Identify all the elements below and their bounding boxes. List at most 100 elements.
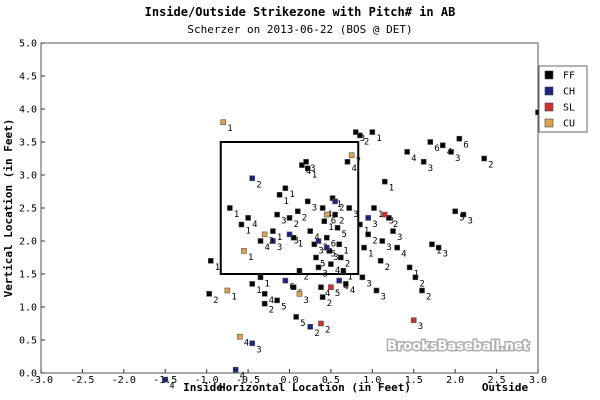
pitch-marker-ff: [448, 149, 454, 155]
pitch-marker-cu: [220, 119, 227, 125]
pitch-number-label: 4: [252, 220, 257, 230]
chart-title: Inside/Outside Strikezone with Pitch# in…: [145, 5, 456, 19]
pitch-number-label: 6: [331, 217, 336, 227]
pitch-marker-sl: [318, 320, 324, 327]
pitch-marker-ff: [270, 228, 276, 234]
y-tick-label: 5.0: [19, 39, 37, 50]
pitch-number-label: 4: [244, 339, 249, 349]
y-tick-label: 0.0: [19, 369, 37, 380]
pitch-number-label: 1: [378, 210, 383, 220]
watermark: BrooksBaseball.net: [387, 339, 529, 354]
pitch-number-label: 3: [310, 164, 315, 174]
pitch-marker-ff: [319, 205, 326, 211]
pitch-number-label: 3: [372, 220, 377, 230]
pitch-number-label: 1: [343, 246, 348, 256]
pitch-marker-ff: [404, 149, 410, 155]
pitch-marker-ff: [435, 244, 442, 251]
y-tick-label: 4.5: [19, 72, 37, 83]
pitch-marker-ff: [286, 215, 293, 221]
pitch-marker-ff: [274, 211, 280, 218]
pitch-marker-ff: [245, 215, 251, 221]
pitch-number-label: 3: [333, 253, 338, 263]
pitch-marker-cu: [296, 290, 303, 297]
pitch-marker-ch: [249, 340, 256, 347]
pitch-number-label: 2: [385, 263, 390, 273]
pitch-marker-ff: [338, 254, 344, 261]
pitch-marker-ff: [319, 294, 326, 300]
pitch-marker-ff: [257, 238, 264, 244]
pitch-number-label: 2: [364, 137, 369, 147]
pitch-marker-ff: [311, 241, 318, 248]
pitch-number-label: 4: [335, 266, 340, 276]
pitch-number-label: 4: [411, 154, 416, 164]
pitch-marker-ch: [332, 198, 338, 205]
pitch-marker-ch: [323, 244, 330, 251]
pitch-number-label: 3: [318, 246, 323, 256]
pitch-marker-ff: [290, 234, 297, 241]
pitch-number-label: 3: [443, 250, 448, 260]
pitch-number-label: 1: [328, 223, 333, 233]
y-tick-label: 1.5: [19, 270, 37, 281]
pitch-marker-ff: [227, 205, 233, 211]
pitch-number-label: 2: [345, 260, 350, 270]
pitch-number-label: 1: [231, 293, 236, 303]
pitch-marker-ff: [296, 267, 303, 274]
pitch-marker-ch: [286, 231, 293, 238]
pitch-marker-ff: [206, 290, 212, 297]
pitch-marker-cu: [323, 211, 330, 218]
pitch-marker-ff: [332, 211, 338, 218]
x-side-label-inside: Inside: [183, 381, 223, 394]
pitch-number-label: 6: [289, 283, 294, 293]
x-tick-label: -1.0: [195, 375, 219, 386]
pitch-marker-ff: [274, 297, 280, 304]
pitch-marker-ff: [282, 185, 289, 191]
legend: FF CH SL CU: [538, 65, 588, 133]
chart-subtitle: Scherzer on 2013-06-22 (BOS @ DET): [187, 23, 412, 36]
pitch-number-label: 3: [418, 322, 423, 332]
legend-swatch-ch: [544, 86, 554, 96]
pitch-number-label: 4: [350, 286, 355, 296]
pitch-number-label: 1: [284, 197, 289, 207]
pitch-marker-ff: [340, 267, 347, 274]
pitch-marker-ff: [290, 284, 297, 291]
pitch-marker-cu: [261, 231, 268, 238]
pitch-marker-ff: [406, 264, 413, 271]
pitch-marker-ch: [162, 376, 169, 383]
pitch-marker-ff: [321, 218, 328, 224]
x-tick-label: 0.0: [280, 375, 298, 386]
pitch-number-label: 2: [339, 203, 344, 213]
pitch-number-label: 3: [277, 243, 282, 253]
pitch-marker-sl: [381, 211, 388, 218]
y-tick-label: 1.0: [19, 303, 37, 314]
pitch-number-label: 2: [294, 220, 299, 230]
pitch-number-label: 1: [347, 273, 352, 283]
pitch-marker-ff: [390, 228, 396, 234]
pitch-number-label: 4: [169, 382, 174, 392]
pitch-number-label: 4: [325, 289, 330, 299]
pitch-number-label: 5: [331, 250, 336, 260]
pitch-number-label: 6: [463, 141, 468, 151]
pitch-marker-ch: [315, 238, 322, 244]
pitch-marker-ff: [412, 274, 419, 281]
pitch-marker-ff: [307, 228, 314, 234]
pitch-number-label: 1: [289, 190, 294, 200]
pitch-marker-cu: [241, 248, 247, 254]
tick-marks: [40, 42, 539, 374]
pitch-number-label: 1: [277, 233, 282, 243]
pitch-number-label: 3: [397, 233, 402, 243]
y-tick-label: 3.0: [19, 171, 37, 182]
pitch-number-label: 2: [302, 213, 307, 223]
pitch-number-label: 1: [376, 134, 381, 144]
pitch-marker-cu: [348, 152, 355, 158]
pitch-number-label: 3: [386, 243, 391, 253]
x-tick-label: 0.5: [322, 375, 340, 386]
pitch-marker-ff: [456, 135, 463, 142]
pitch-number-label: 3: [322, 269, 327, 279]
pitch-number-label: 5: [459, 213, 464, 223]
x-tick-label: -2.0: [112, 375, 136, 386]
pitch-marker-ff: [293, 314, 299, 320]
pitch-number-label: 3: [360, 134, 365, 144]
pitch-marker-ff: [460, 211, 467, 218]
pitch-marker-ff: [249, 281, 256, 287]
